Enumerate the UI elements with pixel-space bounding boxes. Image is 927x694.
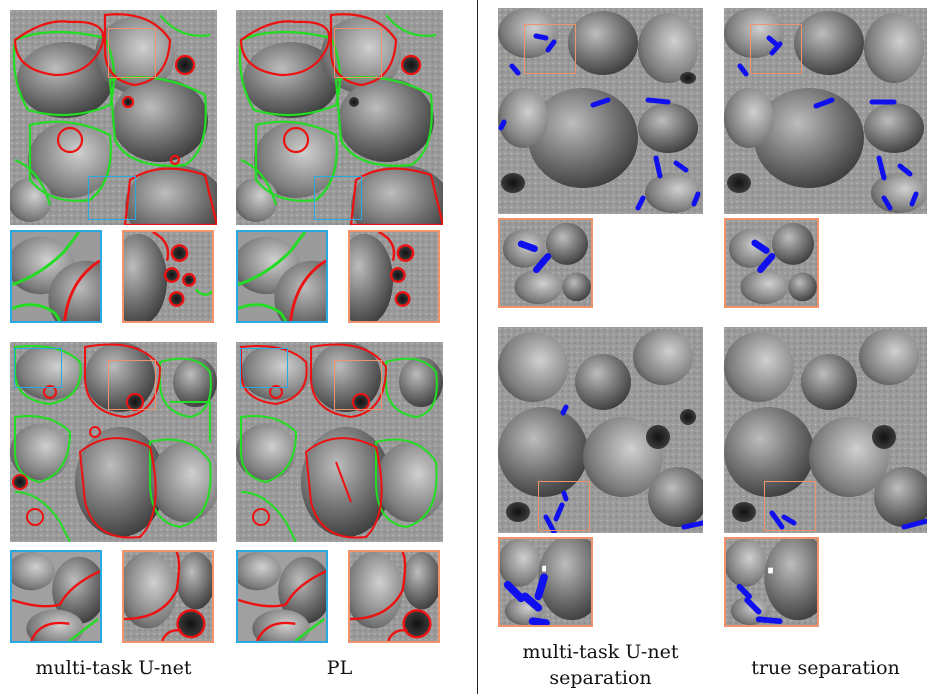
sem-zoom bbox=[350, 552, 438, 641]
multitask-separation-panel-top bbox=[498, 8, 703, 214]
sem-image bbox=[236, 10, 443, 225]
zoom-inset-orange bbox=[498, 218, 593, 308]
sem-image bbox=[236, 342, 443, 542]
zoom-inset-orange bbox=[122, 550, 214, 643]
caption-line: multi-task U-net bbox=[522, 641, 679, 663]
sem-zoom bbox=[124, 232, 212, 321]
zoom-inset-orange bbox=[724, 218, 819, 308]
sem-zoom bbox=[238, 552, 326, 641]
caption-true-separation: true separation bbox=[751, 657, 900, 679]
sem-zoom bbox=[726, 220, 817, 306]
sem-image bbox=[10, 10, 217, 225]
zoom-inset-blue bbox=[10, 230, 102, 323]
caption-pl: PL bbox=[326, 657, 353, 679]
caption-multitask-unet: multi-task U-net bbox=[35, 657, 192, 679]
sem-zoom bbox=[238, 232, 326, 321]
zoom-inset-orange bbox=[348, 550, 440, 643]
sem-image bbox=[498, 8, 703, 214]
pl-panel-top bbox=[236, 10, 443, 225]
caption-line: separation bbox=[549, 667, 652, 689]
zoom-inset-orange bbox=[498, 537, 593, 627]
zoom-inset-orange bbox=[348, 230, 440, 323]
sem-image bbox=[10, 342, 217, 542]
sem-zoom bbox=[12, 552, 100, 641]
zoom-inset-orange bbox=[724, 537, 819, 627]
zoom-inset-orange bbox=[122, 230, 214, 323]
sem-image bbox=[724, 8, 927, 214]
multitask-separation-panel-bottom bbox=[498, 327, 703, 533]
zoom-inset-blue bbox=[10, 550, 102, 643]
vertical-divider bbox=[477, 0, 478, 694]
zoom-inset-blue bbox=[236, 230, 328, 323]
sem-zoom bbox=[500, 539, 591, 625]
sem-zoom bbox=[726, 539, 817, 625]
sem-zoom bbox=[12, 232, 100, 321]
caption-multitask-separation: multi-task U-net separation bbox=[498, 641, 703, 689]
true-separation-panel-top bbox=[724, 8, 927, 214]
multitask-unet-panel-bottom bbox=[10, 342, 217, 542]
sem-image bbox=[724, 327, 927, 533]
pl-panel-bottom bbox=[236, 342, 443, 542]
sem-zoom bbox=[350, 232, 438, 321]
true-separation-panel-bottom bbox=[724, 327, 927, 533]
sem-zoom bbox=[124, 552, 212, 641]
sem-image bbox=[498, 327, 703, 533]
zoom-inset-blue bbox=[236, 550, 328, 643]
multitask-unet-panel-top bbox=[10, 10, 217, 225]
sem-zoom bbox=[500, 220, 591, 306]
